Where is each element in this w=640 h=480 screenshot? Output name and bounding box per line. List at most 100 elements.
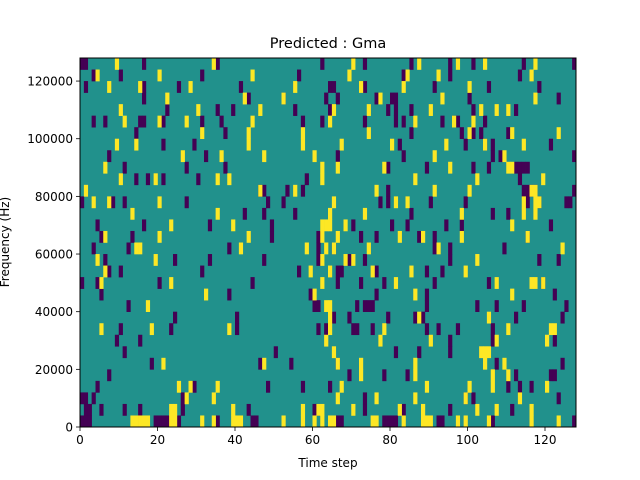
heatmap-cell-low: [459, 219, 464, 232]
heatmap-cell-low: [374, 265, 379, 278]
heatmap-cell-low: [514, 311, 519, 324]
heatmap-cell-low: [138, 403, 143, 416]
heatmap-cell-low: [142, 92, 147, 105]
heatmap-cell-low: [238, 81, 244, 93]
heatmap-cell-high: [413, 115, 418, 128]
heatmap-cell-low: [374, 288, 379, 301]
heatmap-cell-high: [99, 323, 104, 336]
heatmap-cell-high: [351, 254, 356, 266]
heatmap-cell-high: [471, 115, 476, 128]
heatmap-cell-low: [548, 219, 554, 232]
heatmap-cell-high: [401, 415, 406, 428]
heatmap-cell-high: [506, 161, 511, 174]
heatmap-cell-high: [374, 184, 379, 197]
heatmap-cell-low: [235, 323, 240, 336]
heatmap-cell-low: [568, 196, 573, 209]
heatmap-cell-high: [250, 69, 255, 82]
heatmap-cell-low: [529, 380, 534, 393]
heatmap-cell-high: [134, 242, 139, 255]
heatmap-cell-low: [153, 415, 158, 428]
heatmap-cell-high: [413, 369, 418, 382]
heatmap-cell-high: [545, 380, 550, 393]
heatmap-cell-low: [328, 380, 333, 393]
heatmap-cell-low: [328, 81, 333, 93]
heatmap-cell-high: [366, 104, 371, 116]
heatmap-cell-low: [386, 104, 391, 116]
heatmap-cell-high: [246, 127, 251, 140]
heatmap-cell-high: [417, 311, 422, 324]
heatmap-cell-high: [173, 415, 178, 428]
heatmap-cell-high: [328, 115, 333, 128]
heatmap-cell-low: [204, 150, 209, 163]
heatmap-cell-low: [417, 230, 422, 243]
heatmap-cell-high: [510, 161, 515, 174]
heatmap-cell-high: [188, 380, 193, 393]
heatmap-cell-low: [432, 230, 437, 243]
heatmap-cell-low: [134, 173, 139, 186]
heatmap-cell-high: [227, 323, 232, 336]
heatmap-cell-low: [289, 357, 294, 370]
heatmap-cell-low: [83, 58, 89, 70]
heatmap-cell-low: [486, 277, 492, 289]
heatmap-cell-low: [91, 242, 96, 255]
heatmap-cell-high: [324, 300, 329, 312]
heatmap-cell-low: [448, 403, 453, 416]
heatmap-cell-low: [111, 196, 116, 209]
heatmap-cell-low: [122, 346, 127, 359]
heatmap-cell-low: [355, 300, 360, 312]
heatmap-cell-high: [533, 196, 538, 209]
heatmap-cell-high: [521, 196, 526, 209]
x-tick-label: 80: [382, 433, 397, 447]
heatmap-cell-high: [370, 415, 375, 428]
heatmap-cell-low: [401, 403, 406, 416]
heatmap-cell-low: [386, 196, 391, 209]
heatmap-cell-low: [142, 115, 147, 128]
heatmap-cell-low: [339, 415, 344, 428]
heatmap-cell-low: [223, 161, 228, 174]
heatmap-cell-low: [122, 161, 127, 174]
heatmap-cell-high: [316, 403, 321, 416]
heatmap-cell-high: [235, 415, 240, 428]
heatmap-cell-low: [80, 415, 85, 428]
heatmap-cell-low: [521, 184, 526, 197]
heatmap-cell-low: [80, 277, 85, 289]
heatmap-cell-high: [370, 265, 375, 278]
heatmap-cell-high: [200, 127, 205, 140]
heatmap-cell-low: [351, 219, 356, 232]
heatmap-cell-low: [506, 127, 511, 140]
heatmap-cell-low: [510, 403, 515, 416]
heatmap-cell-low: [390, 415, 395, 428]
heatmap-cell-low: [293, 104, 298, 116]
x-tick-label: 100: [456, 433, 479, 447]
heatmap-cell-high: [409, 265, 414, 278]
heatmap-cell-low: [351, 323, 356, 336]
heatmap-cell-low: [517, 173, 523, 186]
heatmap-cell-low: [560, 311, 565, 324]
heatmap-cell-high: [440, 92, 445, 105]
heatmap-cell-high: [405, 69, 410, 82]
heatmap-cell-low: [359, 230, 364, 243]
heatmap-cell-high: [312, 150, 317, 163]
heatmap-cell-low: [316, 230, 321, 243]
heatmap-cell-low: [219, 115, 224, 128]
heatmap-cell-low: [91, 69, 96, 82]
heatmap-cell-high: [153, 173, 158, 186]
heatmap-cell-high: [448, 161, 453, 174]
heatmap-cell-high: [359, 357, 364, 370]
heatmap-cell-high: [324, 242, 329, 255]
heatmap-cell-high: [184, 392, 189, 405]
heatmap-cell-low: [95, 277, 100, 289]
heatmap-cell-low: [161, 115, 166, 128]
heatmap-cell-low: [126, 242, 131, 255]
heatmap-cell-low: [424, 288, 430, 301]
heatmap-cell-low: [223, 127, 228, 140]
heatmap-cell-high: [421, 415, 426, 428]
heatmap-cell-high: [560, 242, 565, 255]
heatmap-cell-high: [176, 380, 182, 393]
heatmap-cell-low: [331, 81, 337, 93]
heatmap-cell-high: [347, 69, 352, 82]
heatmap-cell-high: [250, 115, 255, 128]
y-tick-label: 60000: [35, 248, 73, 262]
heatmap-cell-low: [359, 277, 364, 289]
heatmap-cell-low: [122, 403, 127, 416]
